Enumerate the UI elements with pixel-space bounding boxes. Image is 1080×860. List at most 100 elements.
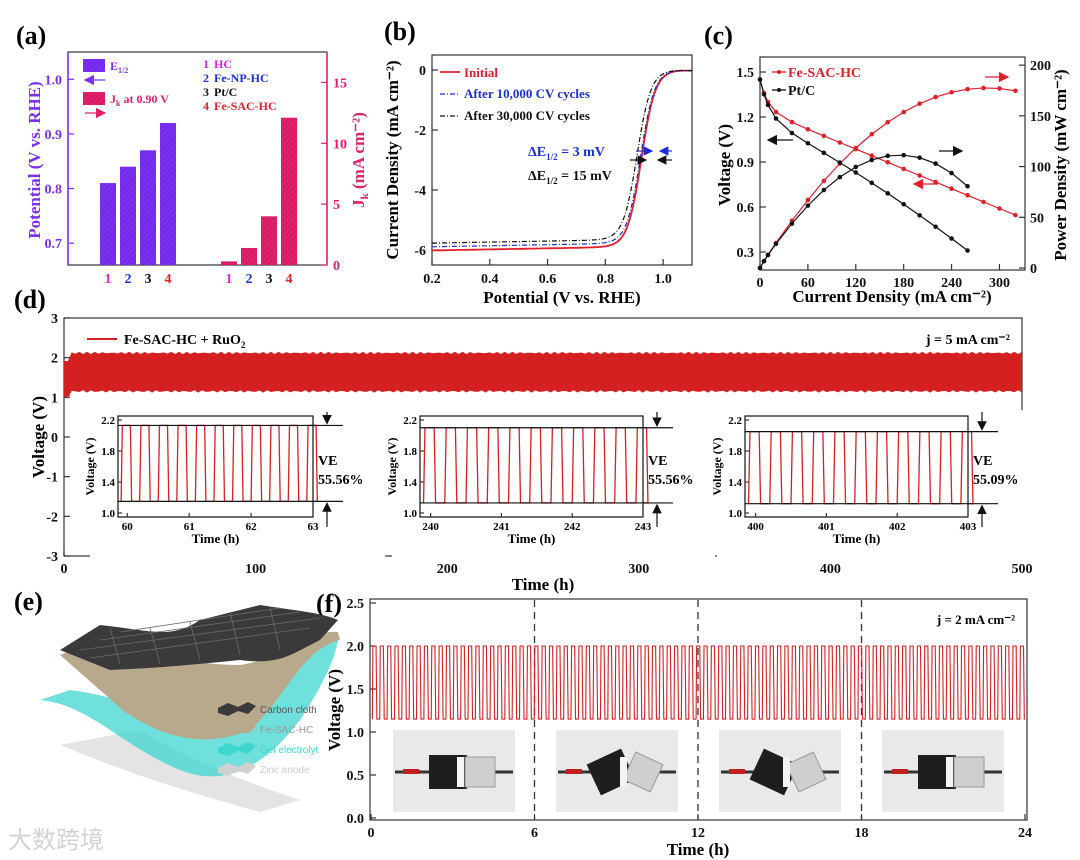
annotation-delta-15mv: ΔE1/2 = 15 mV (528, 169, 612, 186)
panel-label-a: (a) (16, 21, 46, 50)
power-point (853, 145, 859, 151)
voltage-point (949, 186, 954, 191)
device-photo-4 (882, 730, 1004, 812)
voltage-point (837, 160, 843, 165)
inset-chart-3: 400 401 402 403 1.0 1.4 1.8 2.2 VE 55.09% Time (h)… (710, 410, 1040, 561)
category-legend: 1 HC2 Fe-NP-HC3 Pt/C4 Fe-SAC-HC (203, 57, 277, 113)
legend-label-ptc: Pt/C (788, 84, 815, 99)
voltage-point (789, 119, 795, 125)
power-point (949, 89, 954, 95)
tick-label: -1 (46, 471, 58, 486)
inset-tick-label: 2.2 (101, 415, 115, 427)
tick-label: 150 (1030, 110, 1051, 125)
lsv-curve-2 (432, 70, 692, 248)
inset-tick-label: 240 (422, 521, 439, 533)
tick-label: 4 (286, 272, 293, 287)
voltage-curve-1 (759, 79, 968, 251)
panel-label-c: (c) (704, 21, 733, 50)
tick-label: 0.6 (539, 272, 557, 287)
device-photo-2 (556, 730, 678, 812)
power-point (901, 152, 906, 158)
inset-tick-label: 1.8 (403, 446, 417, 458)
legend-label-fe-sac-hc: Fe-SAC-HC (788, 66, 861, 81)
tick-label: 0.2 (423, 272, 441, 287)
tick-label: 1.5 (737, 66, 755, 81)
tick-label: 10 (333, 137, 347, 152)
tick-label: 0 (757, 276, 764, 291)
tick-label: 12 (691, 826, 705, 841)
inset-tick-label: 403 (960, 521, 977, 533)
y-axis-title-right: Jk (mA cm⁻²) (349, 112, 371, 208)
x-axis-title: Time (h) (667, 840, 730, 859)
ve-label: VE (648, 454, 667, 469)
voltage-point (869, 153, 875, 158)
category-legend-item: 4 Fe-SAC-HC (203, 99, 277, 113)
legend-label-e12: E1/2 (110, 59, 128, 75)
power-point (965, 86, 970, 92)
panel-f-flexible-cycling-chart: 0 6 12 18 24 0.0 0.5 1.0 1.5 2.0 2.5 j = 2 mA cm⁻²… (325, 597, 1032, 859)
tick-label: 1 (51, 391, 58, 406)
inset-tick-label: 63 (308, 521, 320, 533)
power-point (853, 164, 859, 170)
watermark-logo: 大数跨境 (8, 827, 104, 854)
power-point (917, 101, 922, 106)
voltage-point (761, 92, 767, 97)
tick-label: 180 (893, 276, 914, 291)
power-point (869, 157, 875, 163)
inset-frame (117, 415, 314, 518)
legend-label-jk: Jk at 0.90 V (110, 92, 169, 108)
red-clip (403, 769, 419, 774)
x-axis-title: Time (h) (512, 575, 575, 594)
red-clip (729, 769, 745, 774)
tick-label: 200 (1030, 59, 1051, 74)
tick-label: 50 (1030, 211, 1044, 226)
zinc-anode-layer (60, 730, 300, 812)
voltage-point (901, 166, 906, 172)
ve-label: VE (318, 454, 337, 469)
tick-label: -2 (46, 510, 58, 525)
voltage-point (1013, 212, 1018, 218)
tick-label: 24 (1018, 826, 1032, 841)
inset-tick-label: 1.4 (728, 477, 742, 489)
voltage-point (997, 206, 1002, 211)
tick-label: 120 (845, 276, 866, 291)
panel-label-f: (f) (316, 589, 342, 618)
device-photo-3 (719, 730, 841, 812)
bar-e12-1 (100, 183, 116, 265)
layer-swatch (218, 742, 256, 756)
annotation-delta-3mv: ΔE1/2 = 3 mV (528, 145, 605, 162)
voltage-point (805, 140, 811, 146)
tick-label: -6 (414, 244, 426, 259)
ve-value: 55.56% (648, 473, 694, 488)
weave-pattern (79, 607, 321, 665)
inset-background (90, 410, 385, 561)
power-point (917, 155, 922, 160)
y-axis-title-left: Potential (V vs. RHE) (25, 81, 44, 238)
inset-y-title: Voltage (V) (710, 438, 724, 496)
legend-label-initial: Initial (464, 65, 498, 80)
inset-y-title: Voltage (V) (83, 438, 97, 496)
power-point (789, 221, 795, 226)
tick-label: 2.5 (347, 597, 365, 612)
y-axis-title: Voltage (V) (29, 396, 48, 478)
voltage-point (765, 102, 771, 108)
tick-label: 0 (1030, 262, 1037, 277)
voltage-point (821, 133, 827, 139)
tick-label: 300 (989, 276, 1010, 291)
voltage-point (869, 180, 875, 186)
voltage-point (789, 130, 795, 136)
y-axis-title: Current Density (mA cm⁻²) (383, 60, 402, 259)
tick-label: 2 (125, 272, 132, 287)
tick-label: 0.3 (737, 246, 755, 261)
inset-tick-label: 62 (246, 521, 258, 533)
tick-label: 0.6 (737, 201, 755, 216)
tick-label: 15 (333, 76, 347, 91)
voltage-point (821, 150, 827, 156)
layer-label: Fe-SAC-HC (260, 725, 313, 736)
power-point (885, 153, 891, 159)
gel-electrolyte-layer (40, 630, 338, 777)
panel-c-polarization-chart: 0 60 120 180 240 300 0.3 0.6 0.9 1.2 1.5 0 50 100 150 2… (715, 56, 1070, 306)
tick-label: 0 (368, 826, 375, 841)
panel-label-d: (d) (14, 285, 46, 314)
inset-chart-2: 240 241 242 243 1.0 1.4 1.8 2.2 VE 55.56% Time (h)… (385, 410, 715, 561)
